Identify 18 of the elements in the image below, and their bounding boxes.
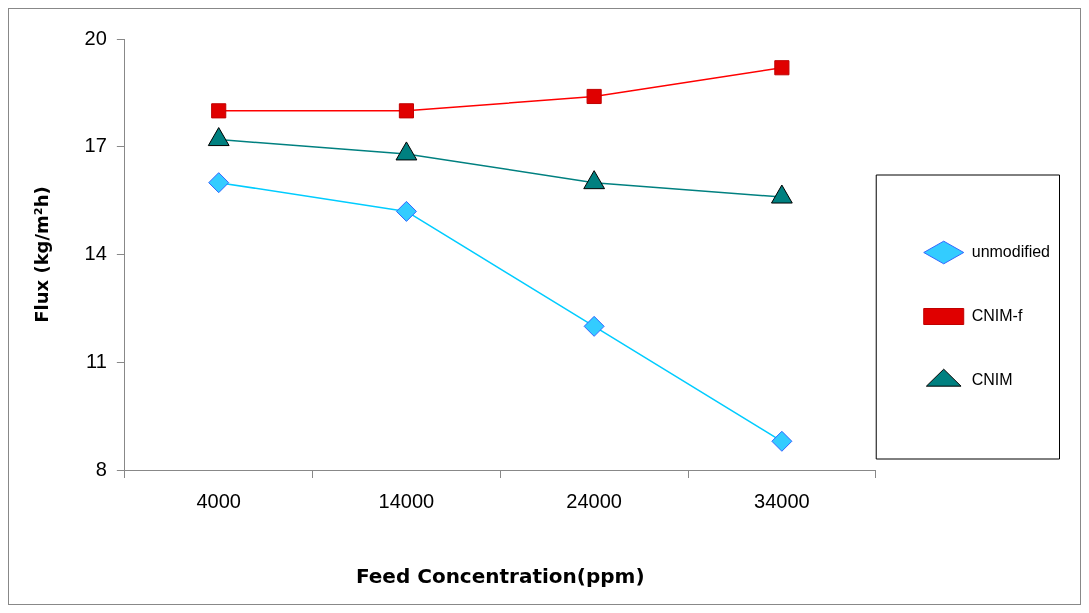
x-tick-label: 4000	[196, 489, 241, 512]
x-tick-label: 24000	[566, 489, 622, 512]
point	[774, 60, 790, 76]
y-tick-label: 14	[84, 242, 107, 265]
y-tick-label: 17	[84, 134, 107, 157]
point	[211, 103, 227, 119]
y-tick-label: 11	[86, 349, 107, 372]
y-tick-label: 20	[84, 26, 107, 49]
y-axis-title: Flux (kg/m²h)	[31, 186, 53, 323]
y-tick-label: 8	[95, 457, 107, 480]
x-axis-title: Feed Concentration(ppm)	[355, 564, 645, 589]
point	[586, 88, 602, 105]
legend-label: CNIM-f	[971, 306, 1023, 324]
legend-label: unmodified	[971, 242, 1051, 260]
point	[398, 103, 414, 119]
x-tick-label: 14000	[378, 489, 435, 512]
legend-label: CNIM	[971, 370, 1013, 388]
x-tick-label: 34000	[754, 489, 810, 512]
